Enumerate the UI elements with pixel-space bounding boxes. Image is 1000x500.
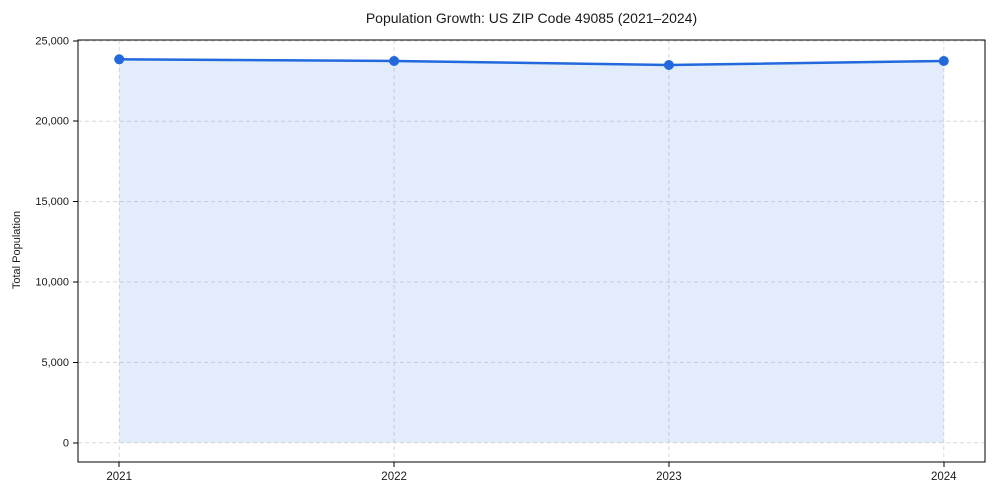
y-tick-label: 15,000 (35, 196, 69, 208)
y-tick-label: 25,000 (35, 35, 69, 47)
y-tick-label: 5,000 (41, 357, 69, 369)
x-tick-label: 2023 (656, 471, 682, 483)
trend-line (117, 58, 946, 67)
data-point-2021 (114, 54, 125, 65)
y-tick-label: 10,000 (35, 277, 69, 289)
x-tick-label: 2024 (931, 471, 957, 483)
y-tick-label: 20,000 (35, 116, 69, 128)
x-tick-label: 2021 (106, 471, 132, 483)
data-point-2023 (663, 60, 674, 70)
x-tick-label: 2022 (381, 471, 407, 483)
data-point-2022 (389, 56, 400, 66)
data-point-2024 (938, 56, 949, 66)
chart-title: Population Growth: US ZIP Code 49085 (20… (365, 10, 698, 26)
area-fill (119, 59, 944, 443)
plot-border (77, 39, 986, 463)
y-tick-label: 0 (63, 437, 69, 449)
